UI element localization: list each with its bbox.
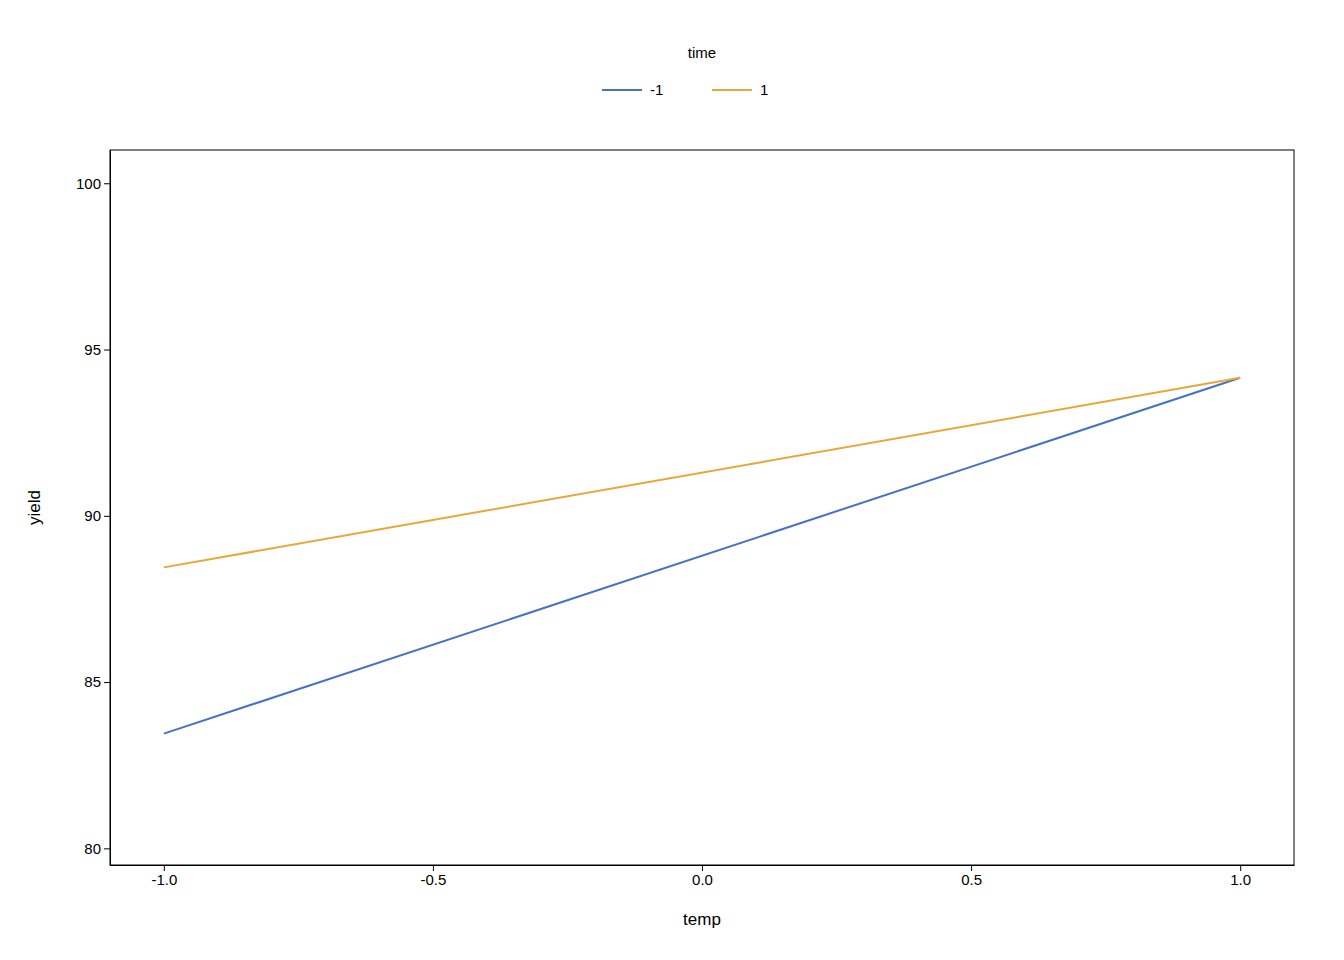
- tick-label: 85: [84, 673, 101, 690]
- tick: -0.5: [420, 865, 446, 888]
- tick: 85: [84, 673, 110, 690]
- tick-mark: [104, 682, 110, 683]
- tick-label: 95: [84, 341, 101, 358]
- chart: -1.0 -0.5 0.0 0.5 1.0 80 85 90 95 100 temp yield tim…: [0, 0, 1344, 960]
- x-axis: -1.0 -0.5 0.0 0.5 1.0: [111, 865, 1295, 888]
- tick-label: -0.5: [420, 871, 446, 888]
- legend-label: -1: [650, 81, 663, 98]
- series-line: [164, 378, 1240, 568]
- tick: 0.5: [961, 865, 982, 888]
- tick-label: 90: [84, 507, 101, 524]
- legend-entry: 1: [712, 81, 768, 98]
- tick-mark: [104, 516, 110, 517]
- tick: -1.0: [151, 865, 177, 888]
- y-axis-title: yield: [25, 490, 44, 525]
- x-axis-title: temp: [683, 910, 721, 929]
- legend: time -1 1: [602, 44, 768, 98]
- tick: 1.0: [1230, 865, 1251, 888]
- tick-mark: [104, 183, 110, 184]
- tick-label: 0.5: [961, 871, 982, 888]
- tick-label: 0.0: [692, 871, 713, 888]
- tick-mark: [104, 848, 110, 849]
- legend-swatch: [602, 89, 642, 91]
- plot: -1.0 -0.5 0.0 0.5 1.0 80 85 90 95 100 temp yield: [25, 150, 1295, 929]
- tick: 80: [84, 840, 110, 857]
- legend-swatch: [712, 89, 752, 91]
- tick: 0.0: [692, 865, 713, 888]
- tick-label: -1.0: [151, 871, 177, 888]
- tick-label: 1.0: [1230, 871, 1251, 888]
- tick: 90: [84, 507, 110, 524]
- plot-frame: [110, 150, 1294, 865]
- legend-label: 1: [760, 81, 768, 98]
- tick: 100: [76, 175, 110, 192]
- series-line: [164, 378, 1240, 734]
- legend-entry: -1: [602, 81, 663, 98]
- tick-label: 100: [76, 175, 101, 192]
- tick: 95: [84, 341, 110, 358]
- series-group: [164, 378, 1240, 734]
- legend-title: time: [688, 44, 716, 61]
- tick-mark: [104, 350, 110, 351]
- tick-label: 80: [84, 840, 101, 857]
- y-axis: 80 85 90 95 100: [76, 151, 111, 866]
- axis-line: [110, 151, 111, 866]
